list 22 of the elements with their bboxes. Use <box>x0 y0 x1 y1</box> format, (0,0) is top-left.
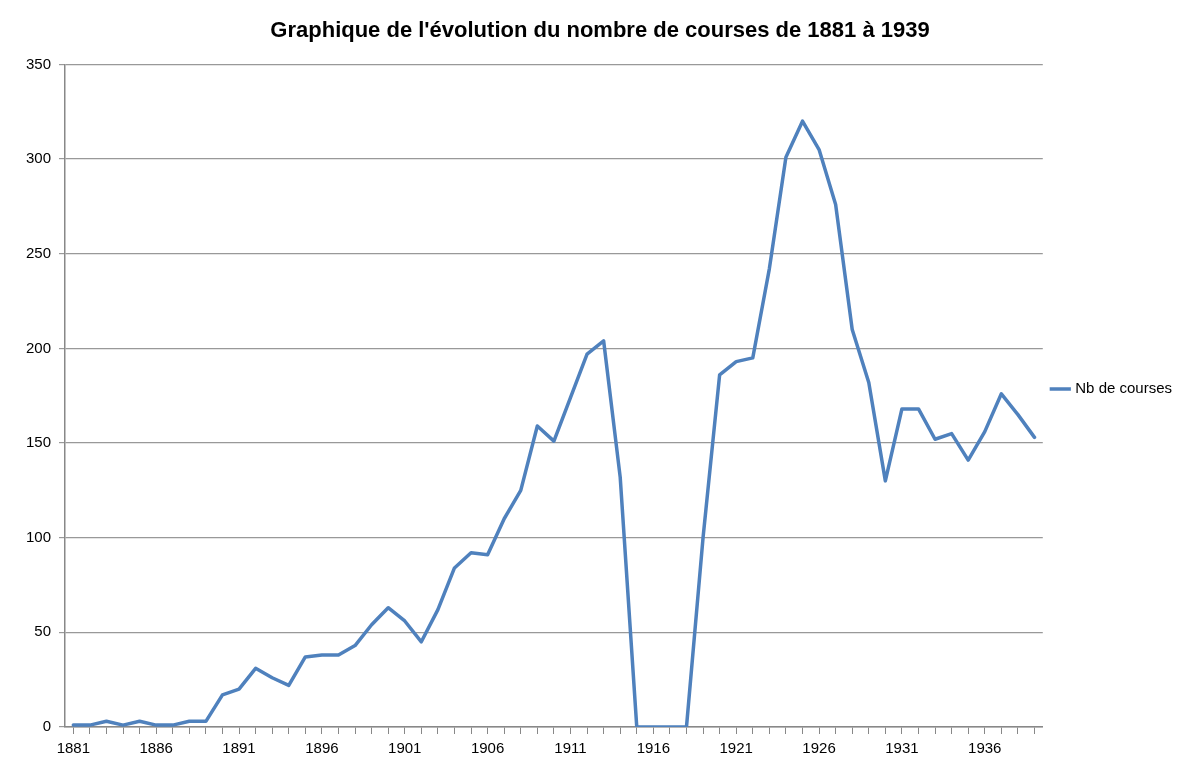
x-tick-label: 1936 <box>968 739 1002 757</box>
y-tick-label: 200 <box>26 338 52 356</box>
y-tick-label: 100 <box>26 527 52 545</box>
y-tick-label: 50 <box>34 622 52 640</box>
x-tick-label: 1886 <box>139 739 173 757</box>
x-tick-label: 1921 <box>719 739 753 757</box>
y-tick-label: 350 <box>26 54 52 72</box>
y-tick-label: 150 <box>26 433 52 451</box>
chart-title: Graphique de l'évolution du nombre de courses de 1881 à 1939 <box>270 17 930 43</box>
y-tick-label: 0 <box>42 717 52 735</box>
y-tick-label: 300 <box>26 149 52 167</box>
x-tick-label: 1911 <box>554 739 587 757</box>
y-tick-label: 250 <box>26 243 52 261</box>
legend-label: Nb de courses <box>1075 379 1172 397</box>
x-tick-label: 1891 <box>222 739 256 757</box>
x-tick-label: 1931 <box>885 739 919 757</box>
x-tick-label: 1906 <box>470 739 505 757</box>
x-tick-label: 1916 <box>636 739 671 757</box>
x-tick-label: 1896 <box>305 739 339 757</box>
x-tick-label: 1881 <box>56 739 90 757</box>
x-tick-label: 1926 <box>802 739 836 757</box>
x-tick-label: 1901 <box>388 739 422 757</box>
